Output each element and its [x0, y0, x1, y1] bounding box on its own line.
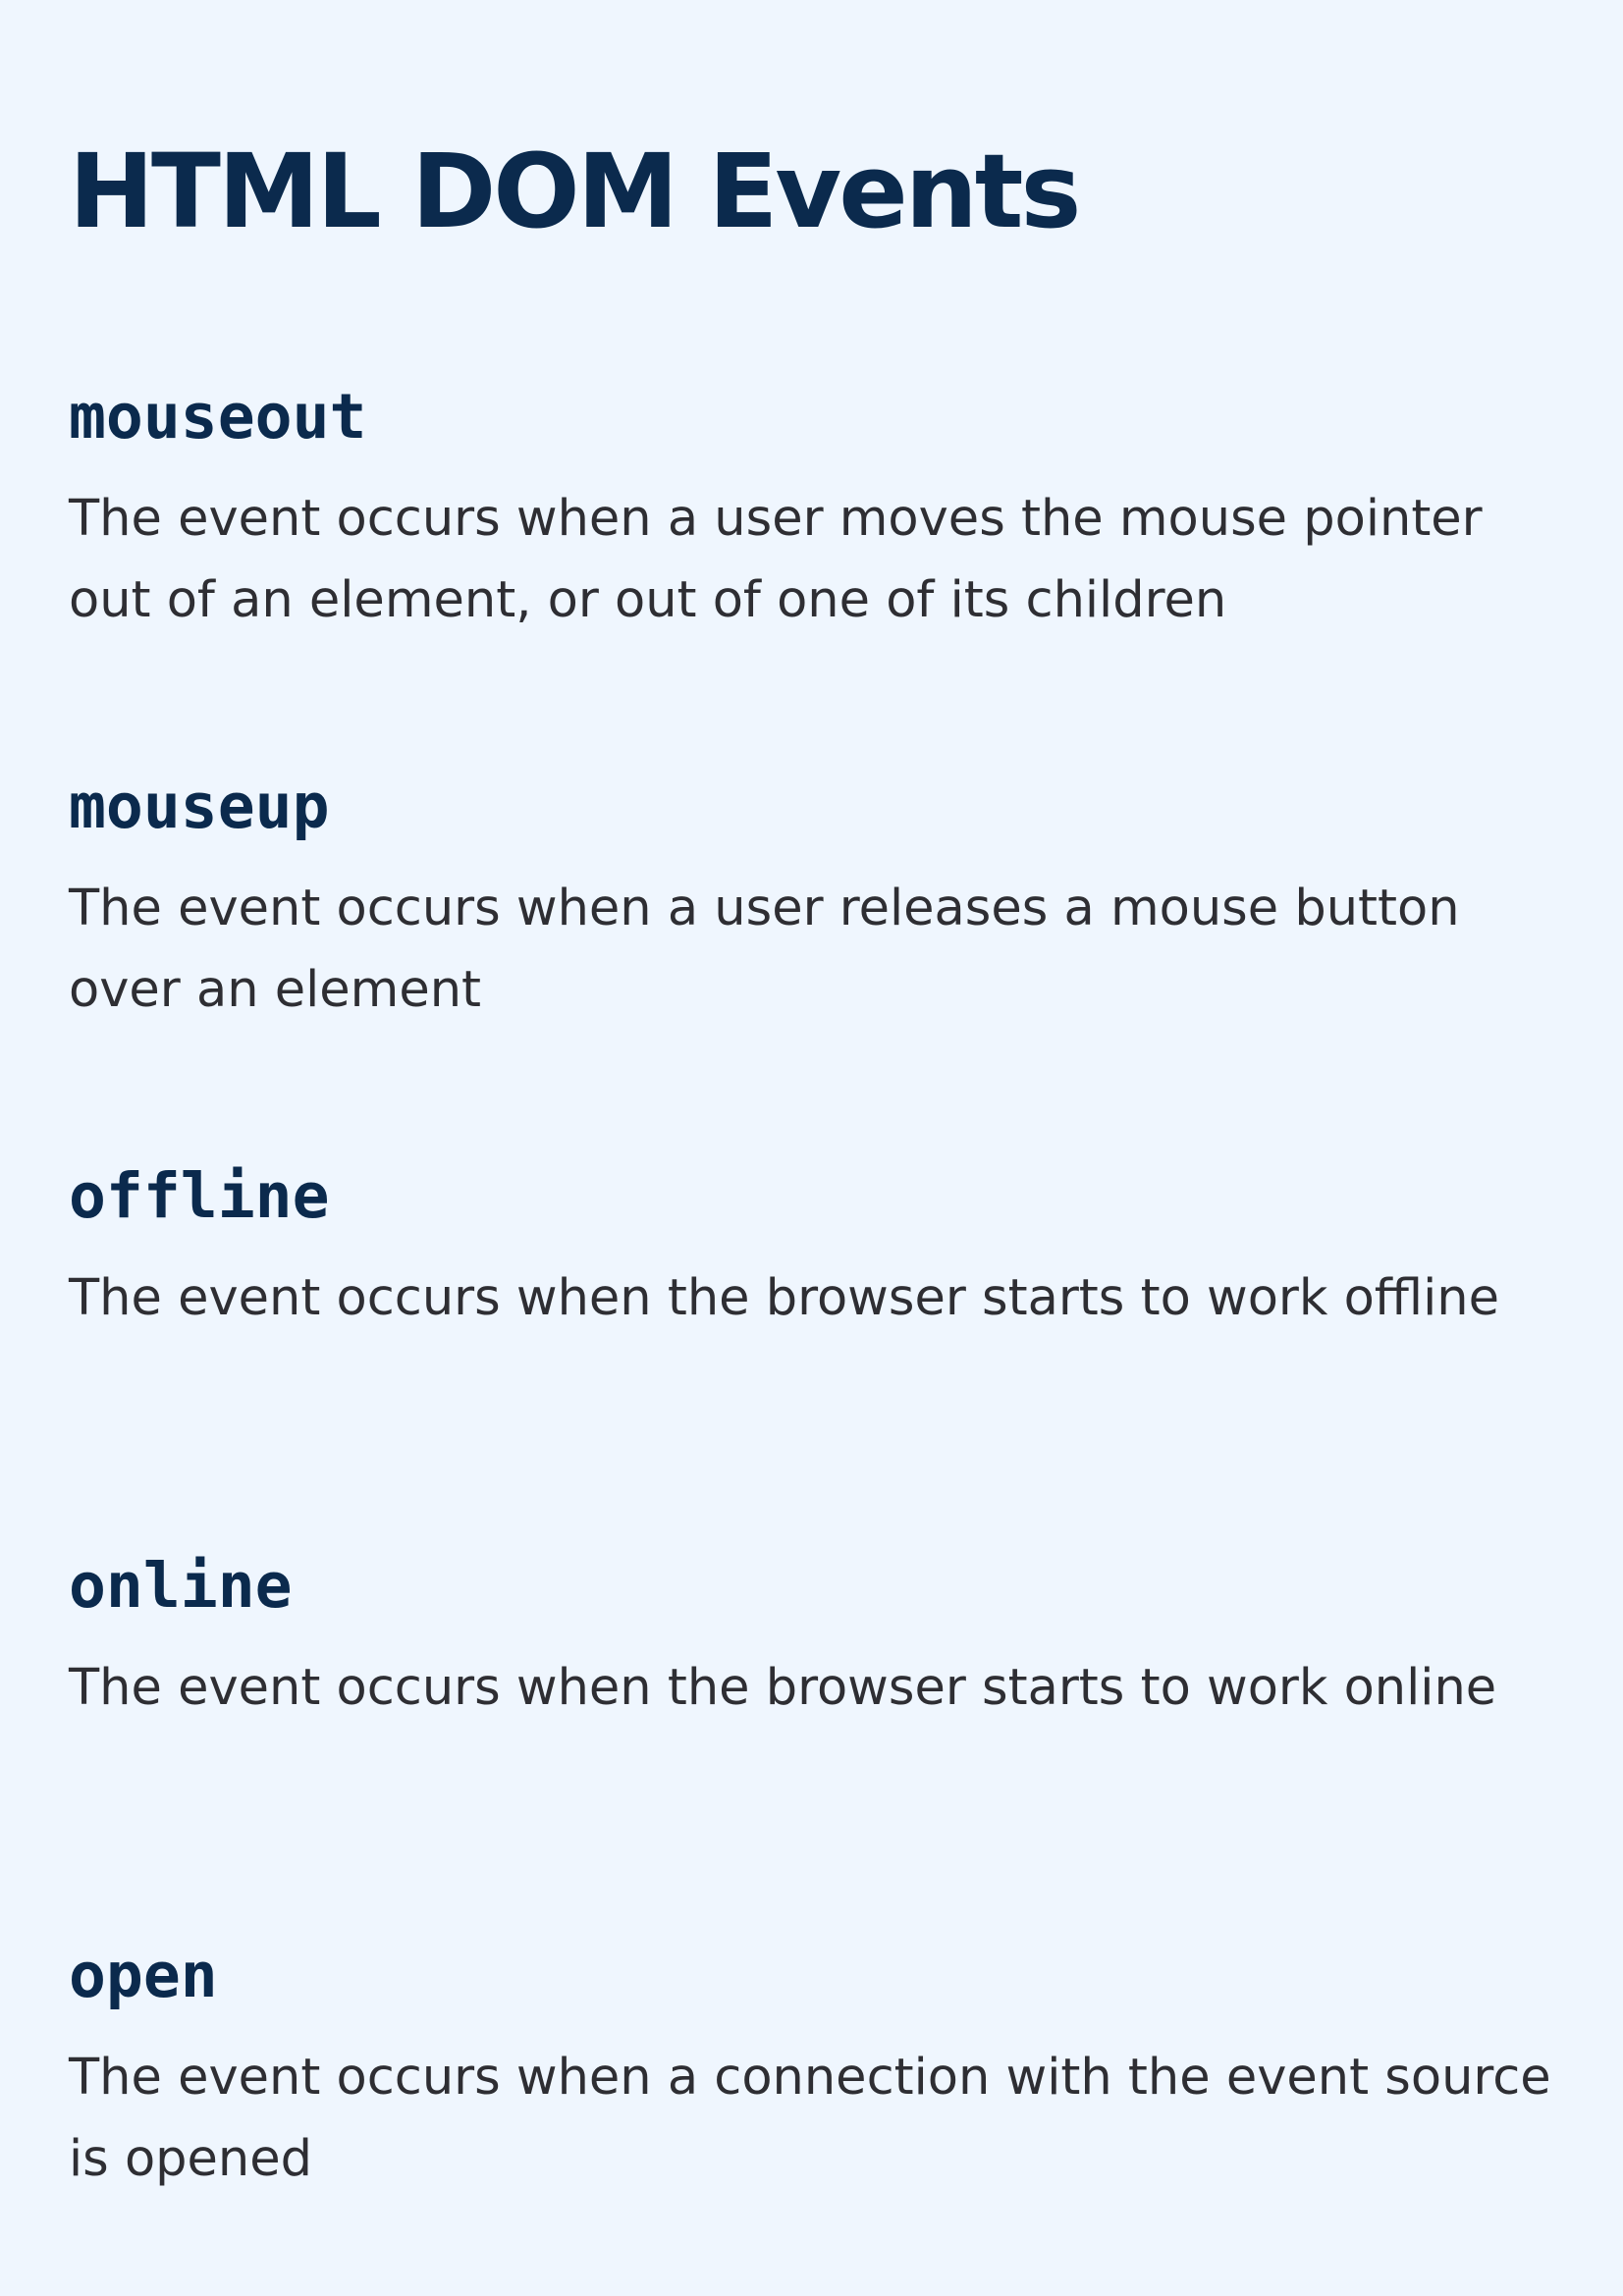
event-name: offline [69, 1160, 330, 1232]
event-name: mouseout [69, 381, 367, 453]
event-entry-offline: offline The event occurs when the browse… [69, 1157, 1561, 1339]
event-name: online [69, 1550, 293, 1622]
event-entry-mouseout: mouseout The event occurs when a user mo… [69, 378, 1561, 641]
event-name: mouseup [69, 771, 330, 842]
event-entry-online: online The event occurs when the browser… [69, 1547, 1561, 1729]
event-description: The event occurs when a user moves the m… [69, 490, 1483, 629]
event-description: The event occurs when a connection with … [69, 2049, 1551, 2188]
event-entry-open: open The event occurs when a connection … [69, 1937, 1561, 2200]
event-description: The event occurs when a user releases a … [69, 880, 1460, 1019]
event-description: The event occurs when the browser starts… [69, 1269, 1499, 1327]
event-entry-mouseup: mouseup The event occurs when a user rel… [69, 768, 1561, 1031]
page-title: HTML DOM Events [69, 132, 1081, 251]
event-name: open [69, 1940, 218, 2011]
event-description: The event occurs when the browser starts… [69, 1659, 1497, 1717]
